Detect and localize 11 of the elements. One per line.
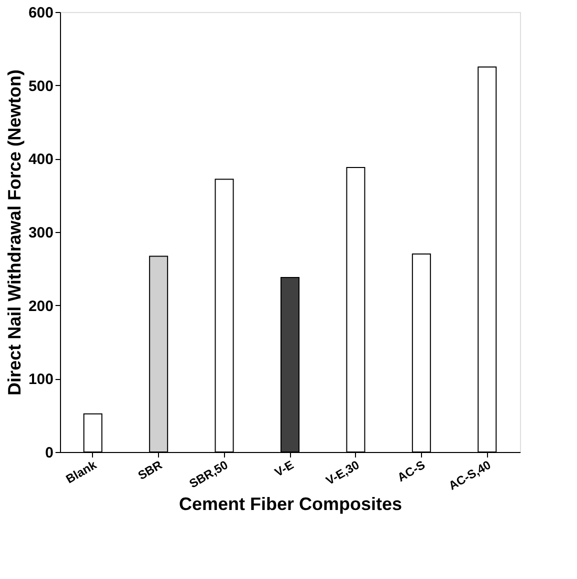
y-tick-label: 500 bbox=[28, 78, 54, 95]
y-tick-label: 300 bbox=[28, 224, 54, 242]
y-axis-title: Direct Nail Withdrawal Force (Newton) bbox=[4, 70, 24, 396]
x-axis-title: Cement Fiber Composites bbox=[178, 494, 402, 514]
y-tick-label: 600 bbox=[28, 4, 54, 22]
y-tick-label: 200 bbox=[28, 298, 54, 315]
y-tick-label: 400 bbox=[28, 151, 54, 168]
x-tick-label: V-E bbox=[272, 458, 296, 480]
x-tick-label: SBR bbox=[136, 458, 165, 483]
y-tick-label: 100 bbox=[28, 371, 54, 388]
y-tick-label: 0 bbox=[45, 444, 54, 462]
